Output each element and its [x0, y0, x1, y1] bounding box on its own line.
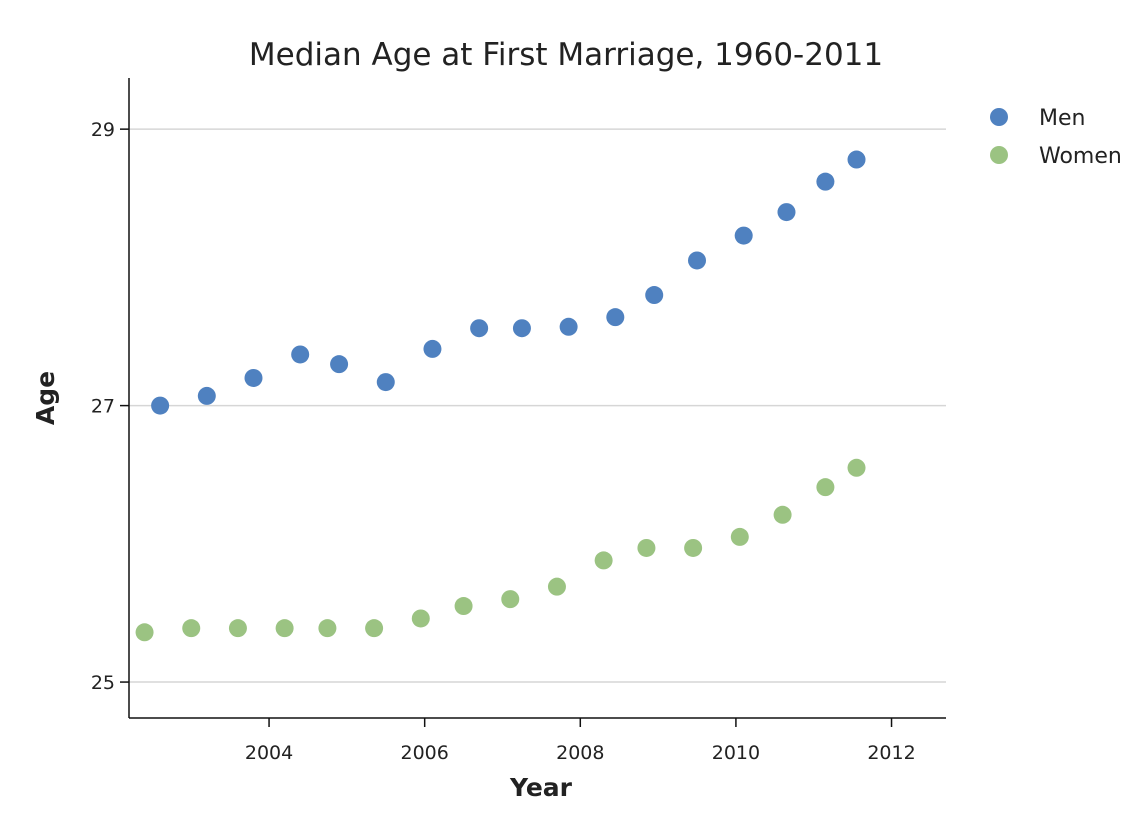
- data-point: [411, 609, 430, 628]
- data-point: [423, 339, 442, 358]
- data-point: [454, 597, 473, 616]
- x-tick-label: 2004: [245, 742, 293, 764]
- data-point: [182, 619, 201, 638]
- data-point: [501, 590, 520, 609]
- data-point: [547, 577, 566, 596]
- data-point: [470, 319, 489, 338]
- data-point: [816, 478, 835, 497]
- data-point: [847, 458, 866, 477]
- chart-title: Median Age at First Marriage, 1960-2011: [249, 37, 883, 73]
- data-point: [606, 308, 625, 327]
- legend-label: Women: [1039, 144, 1122, 169]
- legend-item-women: Women: [990, 144, 1122, 169]
- data-point: [734, 226, 753, 245]
- data-point: [376, 373, 395, 392]
- x-tick-label: 2008: [556, 742, 604, 764]
- data-points: [135, 150, 866, 642]
- data-point: [135, 623, 154, 642]
- x-axis-label: Year: [509, 773, 573, 802]
- x-ticks: 2004 2006 2008 2010 2012: [245, 718, 916, 764]
- data-point: [847, 150, 866, 169]
- data-point: [275, 619, 294, 638]
- data-point: [330, 355, 349, 374]
- data-point: [512, 319, 531, 338]
- data-point: [637, 538, 656, 557]
- gridlines: [129, 128, 946, 683]
- data-point: [684, 538, 703, 557]
- data-point: [228, 619, 247, 638]
- legend-label: Men: [1039, 106, 1085, 131]
- data-point: [777, 203, 796, 222]
- y-tick-label: 27: [91, 396, 115, 418]
- x-tick-label: 2012: [867, 742, 915, 764]
- series-men: [151, 150, 866, 415]
- series-women: [135, 458, 866, 642]
- data-point: [559, 317, 578, 336]
- legend: Men Women: [990, 106, 1122, 169]
- y-axis-label: Age: [31, 371, 60, 425]
- data-point: [645, 286, 664, 305]
- x-tick-label: 2010: [712, 742, 760, 764]
- data-point: [594, 551, 613, 570]
- legend-marker: [990, 108, 1008, 126]
- y-tick-label: 25: [91, 672, 115, 694]
- data-point: [773, 505, 792, 524]
- data-point: [688, 251, 707, 270]
- data-point: [816, 172, 835, 191]
- data-point: [318, 619, 337, 638]
- y-ticks: 25 27 29: [91, 119, 129, 694]
- data-point: [151, 396, 170, 415]
- x-tick-label: 2006: [400, 742, 448, 764]
- data-point: [730, 527, 749, 546]
- data-point: [197, 386, 216, 405]
- data-point: [291, 345, 310, 364]
- legend-marker: [990, 146, 1008, 164]
- data-point: [244, 368, 263, 387]
- legend-item-men: Men: [990, 106, 1085, 131]
- y-tick-label: 29: [91, 119, 115, 141]
- data-point: [365, 619, 384, 638]
